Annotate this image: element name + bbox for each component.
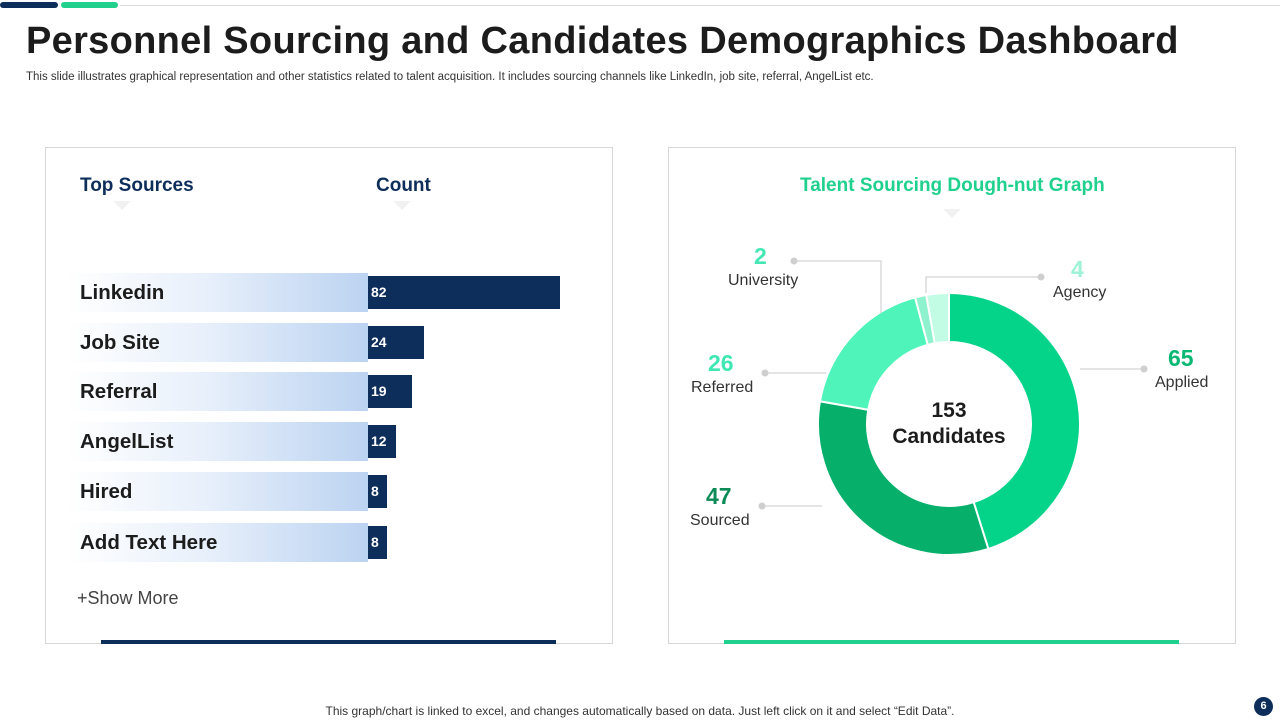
leader-dot	[790, 257, 798, 265]
bar-row-background	[67, 422, 368, 461]
leader-line-agency	[925, 276, 1041, 293]
bar-hired[interactable]	[368, 475, 387, 508]
donut-value-university: 2	[754, 243, 767, 269]
left-panel-underline	[101, 640, 556, 644]
top-accent-dark	[0, 2, 58, 8]
footer-note: This graph/chart is linked to excel, and…	[325, 704, 955, 718]
donut-value-agency: 4	[1071, 256, 1084, 282]
bar-referral[interactable]	[368, 375, 412, 408]
right-panel-underline	[724, 640, 1179, 644]
bar-job-site[interactable]	[368, 326, 424, 359]
leader-dot	[761, 369, 769, 377]
donut-slice-sourced[interactable]	[817, 400, 990, 556]
donut-slice-applied[interactable]	[948, 291, 1081, 551]
bar-value-label: 24	[371, 334, 387, 350]
bar-category-label: AngelList	[80, 430, 174, 453]
bar-row-background	[67, 323, 368, 362]
page-subtitle: This slide illustrates graphical represe…	[26, 71, 874, 83]
donut-value-applied: 65	[1168, 345, 1194, 371]
bar-row-background	[67, 523, 368, 562]
page-title: Personnel Sourcing and Candidates Demogr…	[26, 20, 1179, 62]
donut-title: Talent Sourcing Dough-nut Graph	[800, 175, 1105, 196]
show-more-link[interactable]: +Show More	[77, 588, 179, 608]
bar-add-text-here[interactable]	[368, 526, 387, 559]
bar-linkedin[interactable]	[368, 276, 560, 309]
donut-slice-agency[interactable]	[925, 291, 950, 345]
donut-label-agency: Agency	[1053, 284, 1107, 301]
top-accent-green	[61, 2, 118, 8]
donut-label-referred: Referred	[691, 379, 754, 396]
leader-line-university	[794, 260, 882, 313]
leader-dot	[1140, 365, 1148, 373]
bar-value-label: 8	[371, 483, 379, 499]
donut-value-sourced: 47	[706, 483, 732, 509]
donut-value-referred: 26	[708, 350, 734, 376]
bar-row-background	[67, 372, 368, 411]
bar-category-label: Job Site	[80, 331, 160, 354]
bar-value-label: 12	[371, 433, 387, 449]
bar-category-label: Referral	[80, 380, 158, 403]
bar-value-label: 19	[371, 383, 387, 399]
donut-panel	[668, 147, 1236, 644]
donut-label-sourced: Sourced	[690, 512, 750, 529]
donut-label-applied: Applied	[1155, 374, 1209, 391]
donut-center-label: Candidates	[892, 425, 1006, 448]
donut-center-total: 153	[931, 399, 967, 422]
caret-down-icon	[943, 209, 961, 218]
caret-down-icon	[113, 201, 131, 210]
bar-value-label: 82	[371, 284, 387, 300]
bar-row-background	[67, 472, 368, 511]
donut-slice-referred[interactable]	[818, 296, 930, 411]
leader-dot	[758, 502, 766, 510]
leader-dot	[1037, 273, 1045, 281]
page-number-badge: 6	[1254, 697, 1273, 716]
count-heading: Count	[376, 175, 431, 196]
caret-down-icon	[393, 201, 411, 210]
bar-category-label: Add Text Here	[80, 531, 218, 554]
bar-row-background	[67, 273, 368, 312]
bar-value-label: 8	[371, 534, 379, 550]
top-sources-heading: Top Sources	[80, 175, 194, 196]
donut-label-university: University	[728, 272, 799, 289]
bar-category-label: Linkedin	[80, 281, 165, 304]
top-divider	[120, 5, 1280, 6]
bar-category-label: Hired	[80, 480, 133, 503]
bar-angellist[interactable]	[368, 425, 396, 458]
